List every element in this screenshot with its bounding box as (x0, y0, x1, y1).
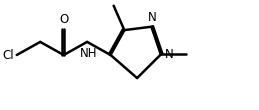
Text: NH: NH (80, 47, 97, 60)
Text: N: N (165, 48, 174, 61)
Text: Cl: Cl (2, 49, 14, 61)
Text: N: N (148, 11, 157, 24)
Text: O: O (59, 13, 68, 26)
